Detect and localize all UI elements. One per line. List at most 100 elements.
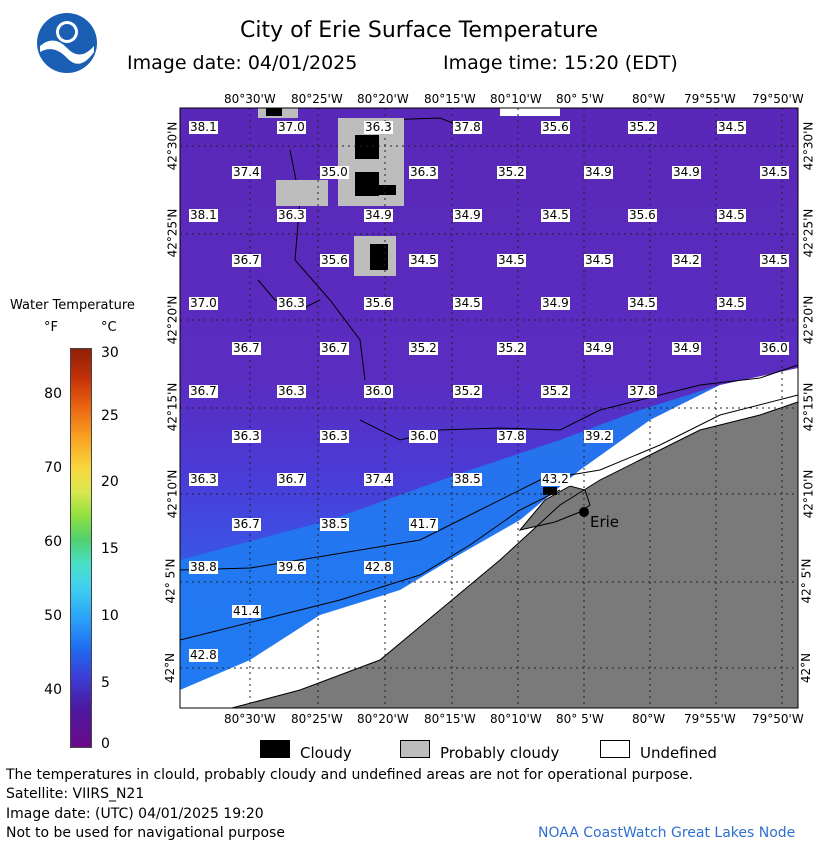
probably-cloudy-patch <box>276 180 328 206</box>
colorbar-f-tick: 80 <box>44 386 62 402</box>
temperature-value-label: 36.3 <box>364 120 393 134</box>
temperature-value-label: 38.5 <box>320 517 349 531</box>
shoreline <box>231 401 799 709</box>
land <box>230 402 798 708</box>
lat-label-right: 42°25'N <box>801 208 816 258</box>
temperature-value-label: 38.5 <box>453 472 482 486</box>
colorbar-f-tick: 50 <box>44 608 62 624</box>
undefined-patch <box>500 108 560 116</box>
temperature-value-label: 34.5 <box>760 253 789 267</box>
temperature-value-label: 37.8 <box>497 429 526 443</box>
lon-label-bottom: 80°25'W <box>291 712 343 726</box>
lon-label-top: 80°20'W <box>357 92 409 106</box>
temperature-value-label: 35.2 <box>628 120 657 134</box>
lon-label-top: 80°W <box>632 92 666 106</box>
temperature-value-label: 37.4 <box>364 472 393 486</box>
footer-node-link[interactable]: NOAA CoastWatch Great Lakes Node <box>538 825 796 841</box>
temperature-value-label: 35.2 <box>409 341 438 355</box>
colorbar-f-tick: 60 <box>44 534 62 550</box>
temperature-value-label: 36.7 <box>189 384 218 398</box>
key-label-probably-cloudy: Probably cloudy <box>440 744 560 762</box>
noaa-logo-icon <box>37 13 97 73</box>
temperature-value-label: 34.5 <box>497 253 526 267</box>
lat-label-right: 42°20'N <box>801 295 816 345</box>
temperature-value-label: 34.9 <box>584 341 613 355</box>
temperature-value-label: 34.9 <box>584 165 613 179</box>
cloudy-patch <box>355 172 379 196</box>
image-date: Image date: 04/01/2025 <box>127 52 358 74</box>
temperature-value-label: 36.3 <box>409 165 438 179</box>
temperature-value-label: 35.6 <box>364 296 393 310</box>
temperature-value-label: 36.3 <box>277 296 306 310</box>
temperature-value-label: 36.0 <box>760 341 789 355</box>
temperature-value-label: 36.7 <box>277 472 306 486</box>
lon-label-top: 80°25'W <box>291 92 343 106</box>
legend-title: Water Temperature <box>10 298 135 313</box>
temperature-value-label: 34.5 <box>760 165 789 179</box>
lat-label-left: 42°10'N <box>165 469 180 519</box>
footer-nav-warning: Not to be used for navigational purpose <box>6 825 285 841</box>
lat-label-left: 42°20'N <box>165 295 180 345</box>
key-swatch-undefined <box>600 740 630 758</box>
temperature-value-label: 36.7 <box>232 517 261 531</box>
footer-image-date-utc: Image date: (UTC) 04/01/2025 19:20 <box>6 806 264 822</box>
temperature-value-label: 34.5 <box>409 253 438 267</box>
temperature-value-label: 34.2 <box>672 253 701 267</box>
lat-label-left: 42°N <box>163 652 178 684</box>
lat-label-left: 42°25'N <box>165 208 180 258</box>
temperature-value-label: 34.9 <box>672 165 701 179</box>
temperature-value-label: 37.0 <box>277 120 306 134</box>
cloudy-patch <box>370 244 388 270</box>
lat-label-left: 42° 5'N <box>163 558 178 604</box>
lon-label-bottom: 80°10'W <box>490 712 542 726</box>
temperature-value-label: 35.6 <box>320 253 349 267</box>
lon-label-top: 79°50'W <box>752 92 804 106</box>
temperature-value-label: 34.5 <box>453 296 482 310</box>
temperature-value-label: 34.9 <box>453 208 482 222</box>
temperature-value-label: 36.7 <box>320 341 349 355</box>
colorbar-c-tick: 20 <box>101 474 119 490</box>
temperature-value-label: 36.0 <box>364 384 393 398</box>
lat-label-right: 42° 5'N <box>799 558 814 604</box>
temperature-value-label: 37.4 <box>232 165 261 179</box>
lat-label-right: 42°30'N <box>801 121 816 171</box>
lon-label-bottom: 80°20'W <box>357 712 409 726</box>
lon-label-top: 80°10'W <box>490 92 542 106</box>
legend-unit-c: °C <box>101 320 117 335</box>
temperature-value-label: 37.8 <box>628 384 657 398</box>
undefined-shore-band <box>180 368 798 708</box>
temperature-value-label: 41.4 <box>232 604 261 618</box>
temperature-value-label: 39.6 <box>277 560 306 574</box>
lon-label-top: 80°15'W <box>424 92 476 106</box>
temperature-value-label: 35.2 <box>497 341 526 355</box>
temperature-value-label: 41.7 <box>409 517 438 531</box>
colorbar-c-tick: 5 <box>101 675 110 691</box>
temperature-value-label: 35.0 <box>320 165 349 179</box>
colorbar-c-tick: 0 <box>101 736 110 752</box>
lon-label-top: 79°55'W <box>684 92 736 106</box>
temperature-value-label: 36.3 <box>320 429 349 443</box>
temperature-value-label: 34.9 <box>364 208 393 222</box>
image-time: Image time: 15:20 (EDT) <box>443 52 678 74</box>
temperature-value-label: 35.6 <box>541 120 570 134</box>
temperature-value-label: 36.3 <box>277 384 306 398</box>
temperature-value-label: 42.8 <box>364 560 393 574</box>
temperature-value-label: 34.5 <box>717 208 746 222</box>
temperature-value-label: 35.2 <box>497 165 526 179</box>
temperature-value-label: 37.8 <box>453 120 482 134</box>
lon-label-bottom: 80°W <box>632 712 666 726</box>
lat-label-right: 42°N <box>799 652 814 684</box>
colorbar-f-tick: 70 <box>44 460 62 476</box>
temperature-value-label: 36.3 <box>232 429 261 443</box>
page-title: City of Erie Surface Temperature <box>239 18 599 43</box>
key-swatch-cloudy <box>260 740 290 758</box>
lon-label-top: 80° 5'W <box>556 92 604 106</box>
temperature-value-label: 34.5 <box>717 120 746 134</box>
lon-label-bottom: 80°30'W <box>224 712 276 726</box>
temperature-value-label: 38.1 <box>189 120 218 134</box>
temperature-value-label: 35.2 <box>453 384 482 398</box>
temperature-value-label: 34.9 <box>672 341 701 355</box>
temperature-value-label: 34.5 <box>717 296 746 310</box>
footer-disclaimer: The temperatures in clould, probably clo… <box>6 767 693 783</box>
